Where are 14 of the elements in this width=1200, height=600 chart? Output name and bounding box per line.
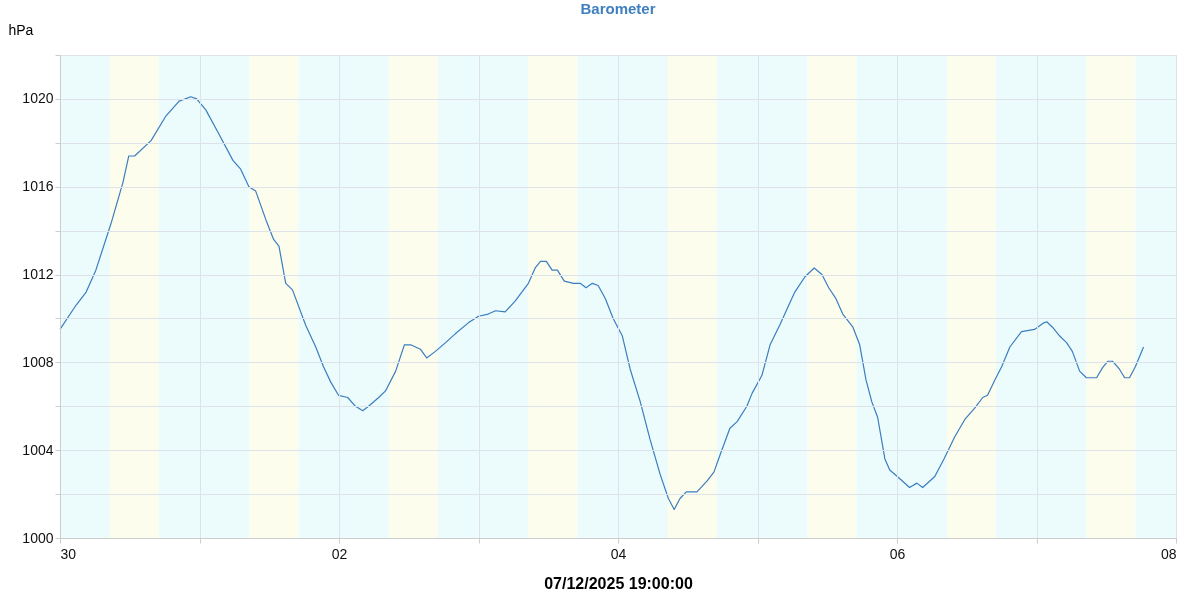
chart-title: Barometer: [580, 0, 656, 17]
x-axis-title: 07/12/2025 19:00:00: [544, 574, 693, 592]
y-tick-label: 1012: [22, 266, 54, 283]
y-axis-title: hPa: [8, 21, 34, 38]
y-tick-label: 1004: [22, 441, 54, 458]
y-tick-label: 1020: [22, 90, 54, 107]
x-tick-label: 02: [331, 545, 348, 562]
x-tick-label: 08: [1160, 545, 1177, 562]
y-tick-label: 1000: [22, 529, 54, 546]
x-tick-label: 04: [610, 545, 627, 562]
y-tick-label: 1008: [22, 353, 54, 370]
x-tick-label: 30: [60, 545, 77, 562]
x-tick-label: 06: [889, 545, 906, 562]
y-tick-label: 1016: [22, 178, 54, 195]
